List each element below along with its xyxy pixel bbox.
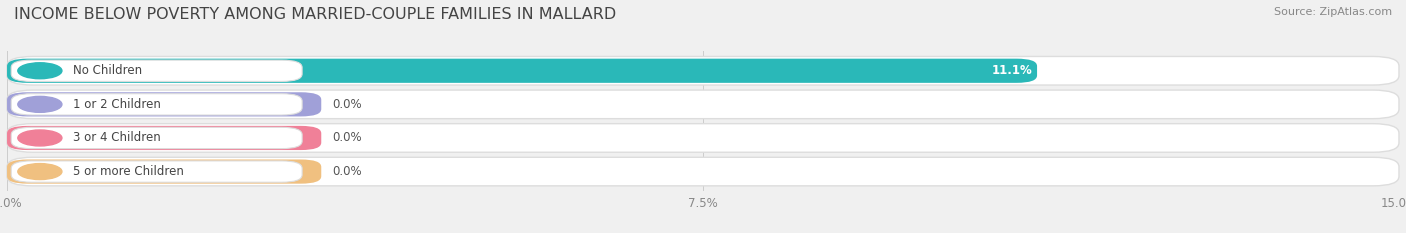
Circle shape	[18, 63, 62, 79]
FancyBboxPatch shape	[11, 60, 302, 81]
Circle shape	[18, 96, 62, 112]
Text: 3 or 4 Children: 3 or 4 Children	[73, 131, 160, 144]
FancyBboxPatch shape	[7, 59, 1038, 83]
FancyBboxPatch shape	[11, 127, 302, 149]
Text: 1 or 2 Children: 1 or 2 Children	[73, 98, 160, 111]
FancyBboxPatch shape	[7, 159, 321, 184]
FancyBboxPatch shape	[11, 94, 302, 115]
Text: 0.0%: 0.0%	[332, 98, 361, 111]
Text: 5 or more Children: 5 or more Children	[73, 165, 184, 178]
Text: 11.1%: 11.1%	[991, 64, 1032, 77]
FancyBboxPatch shape	[7, 124, 1399, 152]
Circle shape	[18, 164, 62, 180]
FancyBboxPatch shape	[7, 126, 321, 150]
FancyBboxPatch shape	[7, 157, 1399, 186]
FancyBboxPatch shape	[7, 90, 1399, 119]
FancyBboxPatch shape	[7, 92, 321, 116]
Circle shape	[18, 130, 62, 146]
FancyBboxPatch shape	[11, 161, 302, 182]
Text: 0.0%: 0.0%	[332, 165, 361, 178]
Text: 0.0%: 0.0%	[332, 131, 361, 144]
Text: INCOME BELOW POVERTY AMONG MARRIED-COUPLE FAMILIES IN MALLARD: INCOME BELOW POVERTY AMONG MARRIED-COUPL…	[14, 7, 616, 22]
FancyBboxPatch shape	[7, 56, 1399, 85]
Text: No Children: No Children	[73, 64, 142, 77]
Text: Source: ZipAtlas.com: Source: ZipAtlas.com	[1274, 7, 1392, 17]
